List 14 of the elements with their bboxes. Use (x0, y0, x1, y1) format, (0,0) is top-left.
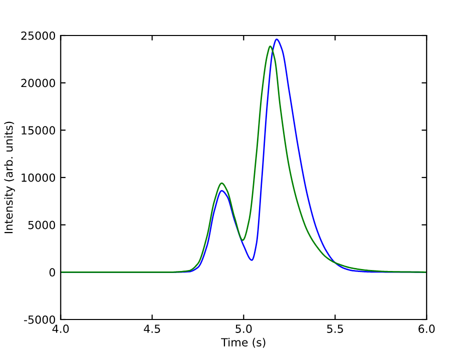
y-axis-title: Intensity (arb. units) (4, 122, 15, 234)
x-tick-label: 5.0 (236, 324, 252, 333)
x-tick-label: 4.5 (144, 324, 160, 333)
y-tick-label: 20000 (21, 78, 56, 88)
x-axis-title: Time (s) (221, 338, 266, 348)
y-tick-label: -5000 (24, 315, 56, 324)
y-tick-label: 0 (49, 268, 56, 277)
x-tick-label: 4.0 (52, 324, 69, 333)
x-tick-label: 6.0 (418, 324, 435, 333)
y-tick-label: 15000 (22, 126, 56, 135)
y-tick-label: 5000 (28, 220, 56, 230)
x-tick-label: 5.5 (327, 324, 343, 333)
y-tick-label: 10000 (22, 173, 56, 182)
y-tick-label: 25000 (21, 31, 56, 40)
